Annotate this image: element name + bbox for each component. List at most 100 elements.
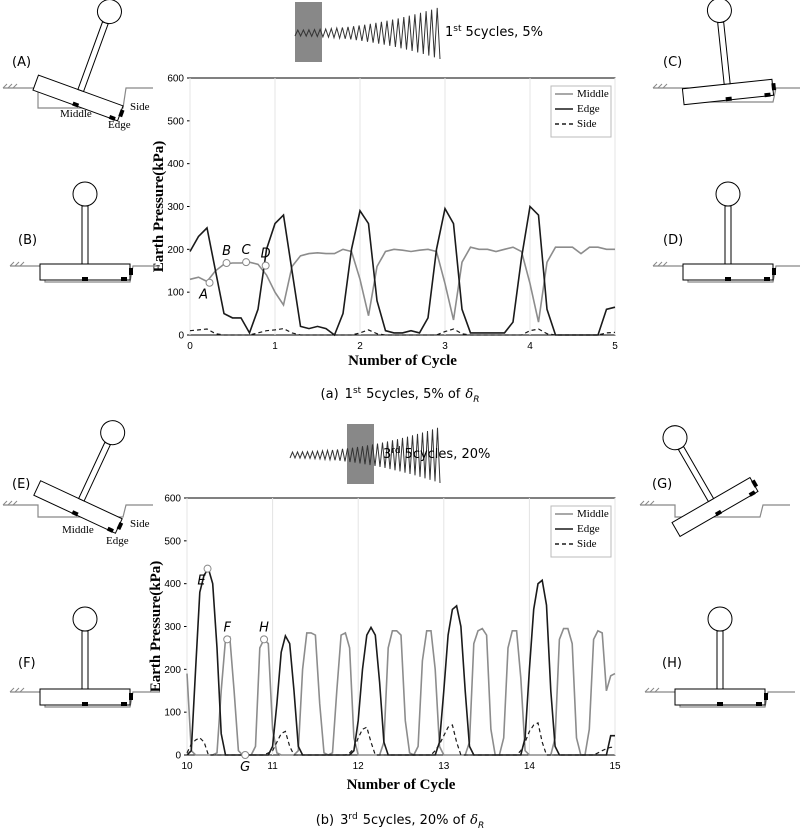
ground-line <box>653 87 800 103</box>
y-tick-label: 0 <box>178 331 184 342</box>
annotation-point <box>223 635 232 644</box>
foundation-model <box>681 0 777 106</box>
sensor-edge <box>106 526 114 533</box>
series-line <box>189 246 615 323</box>
sensor-middle <box>82 277 88 281</box>
cycle-ordinal: st <box>453 24 462 34</box>
loading-label: 1st 5cycles, 5% <box>445 24 543 40</box>
ground-line <box>645 691 795 708</box>
series-line <box>189 204 616 337</box>
y-tick-label: 100 <box>164 708 181 719</box>
caption-text: 5cycles, 20% of <box>363 813 466 828</box>
diagram-label: (C) <box>663 55 682 70</box>
series-line <box>186 627 616 757</box>
legend-label: Middle <box>577 88 609 100</box>
diagram-label: (A) <box>12 55 31 70</box>
annotation-label: H <box>259 620 269 635</box>
x-tick-label: 3 <box>442 341 448 352</box>
legend-box <box>550 85 612 138</box>
mass <box>662 425 688 451</box>
y-tick-label: 400 <box>167 159 184 170</box>
cycle-number: 3 <box>383 447 391 462</box>
x-tick-label: 15 <box>609 761 621 772</box>
sensor-edge <box>748 490 756 497</box>
sensor-side <box>129 268 133 275</box>
pole <box>677 445 715 503</box>
x-tick-label: 4 <box>527 341 533 352</box>
sensor-side <box>764 693 768 700</box>
annotation-point <box>260 635 269 644</box>
annotation-label: D <box>261 247 271 262</box>
mass <box>707 606 733 632</box>
mass <box>100 420 126 446</box>
y-tick-label: 200 <box>164 665 181 676</box>
x-tick-label: 2 <box>357 341 363 352</box>
pole <box>724 205 732 265</box>
annotation-point <box>222 259 231 268</box>
annotation-point <box>241 751 250 759</box>
caption: (a) 1st 5cycles, 5% of δR <box>321 386 480 405</box>
y-tick-label: 400 <box>164 579 181 590</box>
loading-label: 3rd 5cycles, 20% <box>383 446 490 462</box>
caption-number: 1 <box>345 387 353 402</box>
sensor-middle <box>717 702 723 706</box>
legend-label: Edge <box>577 523 600 535</box>
y-tick-label: 300 <box>164 622 181 633</box>
x-axis-label: Number of Cycle <box>348 353 457 369</box>
foundation-model <box>39 181 133 281</box>
pole <box>717 21 731 85</box>
ground-hatch <box>652 83 668 89</box>
mass <box>72 606 98 632</box>
pole <box>81 205 89 265</box>
series-line <box>186 566 615 756</box>
foundation-model <box>674 606 768 706</box>
y-tick-label: 100 <box>167 288 184 299</box>
annotation-label: G <box>240 760 250 775</box>
sensor-middle <box>725 96 732 102</box>
sensor-side <box>771 83 777 91</box>
sensor-edge <box>121 277 127 281</box>
sensor-label: Middle <box>60 108 92 120</box>
caption-ordinal: st <box>353 386 362 396</box>
ground-line <box>10 265 160 283</box>
caption-panel: (b) <box>316 813 334 828</box>
caption-ordinal: rd <box>348 812 357 822</box>
sensor-side <box>116 521 124 531</box>
x-tick-label: 11 <box>267 761 278 772</box>
caption: (b) 3rd 5cycles, 20% of δR <box>316 812 485 831</box>
caption-symbol: δ <box>470 813 478 828</box>
pole <box>77 21 109 93</box>
caption-number: 3 <box>340 813 348 828</box>
series-line <box>189 327 616 336</box>
sensor-middle <box>72 101 80 108</box>
legend-label: Middle <box>577 508 609 520</box>
sensor-middle <box>725 277 731 281</box>
ground-hatch <box>9 687 25 693</box>
sensor-middle <box>71 510 79 517</box>
sensor-side <box>772 268 776 275</box>
sensor-edge <box>764 277 770 281</box>
sensor-label: Edge <box>106 535 129 547</box>
ground-line <box>640 504 790 518</box>
ground-hatch <box>652 261 668 267</box>
sensor-edge <box>756 702 762 706</box>
legend-label: Side <box>577 118 597 130</box>
sensor-side <box>118 109 125 118</box>
caption-text: 5cycles, 5% of <box>366 387 461 402</box>
x-tick-label: 5 <box>612 341 618 352</box>
cycle-text: 5cycles, 5% <box>466 25 544 40</box>
caption-subscript: R <box>473 395 479 405</box>
sensor-label: Side <box>130 518 150 530</box>
foundation-model <box>33 420 126 534</box>
y-tick-label: 600 <box>167 74 184 85</box>
mass <box>72 181 98 207</box>
caption-symbol: δ <box>465 387 473 402</box>
x-tick-label: 10 <box>181 761 193 772</box>
sensor-edge <box>764 92 771 98</box>
diagram-label: (H) <box>662 656 682 671</box>
footing <box>671 476 759 538</box>
mass <box>715 181 741 207</box>
y-tick-label: 200 <box>167 245 184 256</box>
sensor-middle <box>82 702 88 706</box>
